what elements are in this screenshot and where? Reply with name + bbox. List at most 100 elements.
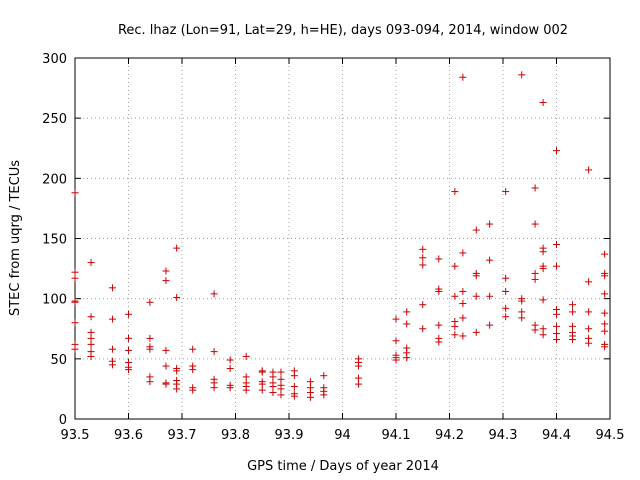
x-tick-label: 94.1 [382, 428, 411, 443]
data-point [71, 319, 79, 327]
data-point [71, 274, 79, 282]
data-point [472, 272, 480, 280]
y-tick-label: 300 [42, 52, 67, 67]
plot-frame [74, 57, 611, 420]
data-point [585, 339, 593, 347]
grid-lines [75, 58, 610, 419]
data-point [459, 249, 467, 257]
y-tick-label: 200 [42, 172, 67, 187]
data-point [585, 325, 593, 333]
x-tick-label: 93.9 [275, 428, 304, 443]
y-tick-label: 150 [42, 233, 67, 248]
data-point [173, 367, 181, 375]
data-point [459, 299, 467, 307]
x-tick-label: 94.5 [596, 428, 625, 443]
data-point [451, 322, 459, 330]
data-point [486, 220, 494, 228]
data-point [108, 284, 116, 292]
data-point [162, 267, 170, 275]
x-tick-label: 94.3 [489, 428, 518, 443]
data-point [419, 325, 427, 333]
data-point [320, 391, 328, 399]
data-point [125, 334, 132, 342]
data-point [71, 345, 79, 353]
data-point [539, 325, 547, 333]
data-point [226, 364, 234, 372]
data-point [486, 256, 494, 264]
data-point [403, 320, 411, 328]
data-point [553, 336, 560, 344]
data-point [355, 362, 363, 370]
data-point [553, 330, 560, 338]
data-point [162, 362, 170, 370]
data-point [502, 274, 510, 282]
data-point [108, 315, 116, 323]
data-points [71, 71, 609, 401]
data-point [277, 385, 285, 393]
data-point [320, 372, 328, 380]
x-tick-label: 94.4 [542, 428, 571, 443]
data-point [108, 361, 116, 369]
data-point [71, 189, 79, 197]
data-point [553, 310, 560, 318]
data-point [518, 297, 526, 305]
data-point [486, 321, 494, 329]
data-point [173, 293, 181, 301]
data-point [210, 290, 218, 298]
data-point [277, 368, 285, 376]
data-point [569, 336, 577, 344]
data-point [459, 332, 467, 340]
data-point [569, 308, 577, 316]
data-point [125, 346, 132, 354]
data-point [472, 328, 480, 336]
data-point [210, 384, 218, 392]
data-point [531, 275, 539, 283]
data-point [173, 385, 181, 393]
data-point [459, 73, 467, 81]
x-axis-ticks: 93.5 93.6 93.7 93.8 93.9 94 94.1 94.2 94.3 94.4 94… [61, 58, 625, 443]
data-point [269, 383, 277, 391]
data-point [355, 374, 363, 382]
data-point [553, 147, 560, 155]
data-point [502, 313, 510, 321]
data-point [258, 386, 266, 394]
data-point [392, 337, 400, 345]
y-axis-label: STEC from uqrg / TECUs [8, 160, 23, 316]
data-point [189, 345, 197, 353]
data-point [290, 372, 298, 380]
data-point [539, 248, 547, 256]
y-tick-label: 50 [50, 353, 67, 368]
x-tick-label: 93.7 [168, 428, 197, 443]
data-point [531, 269, 539, 277]
data-point [601, 327, 609, 335]
data-point [435, 338, 443, 346]
data-point [419, 245, 427, 253]
data-point [355, 380, 363, 388]
data-point [539, 265, 547, 273]
data-point [419, 261, 427, 269]
data-point [486, 292, 494, 300]
data-point [306, 378, 314, 386]
data-point [539, 99, 547, 107]
data-point [146, 345, 154, 353]
data-point [146, 378, 154, 386]
data-point [269, 389, 277, 397]
data-point [277, 375, 285, 383]
data-point [531, 220, 539, 228]
data-point [392, 356, 400, 364]
data-point [87, 352, 95, 360]
data-point [435, 287, 443, 295]
x-tick-label: 94.2 [435, 428, 464, 443]
data-point [539, 296, 547, 304]
data-point [451, 262, 459, 270]
data-point [226, 356, 234, 364]
data-point [306, 393, 314, 401]
data-point [518, 71, 526, 79]
data-point [392, 315, 400, 323]
data-point [419, 254, 427, 262]
data-point [87, 259, 95, 267]
data-point [553, 262, 560, 270]
data-point [502, 287, 510, 295]
